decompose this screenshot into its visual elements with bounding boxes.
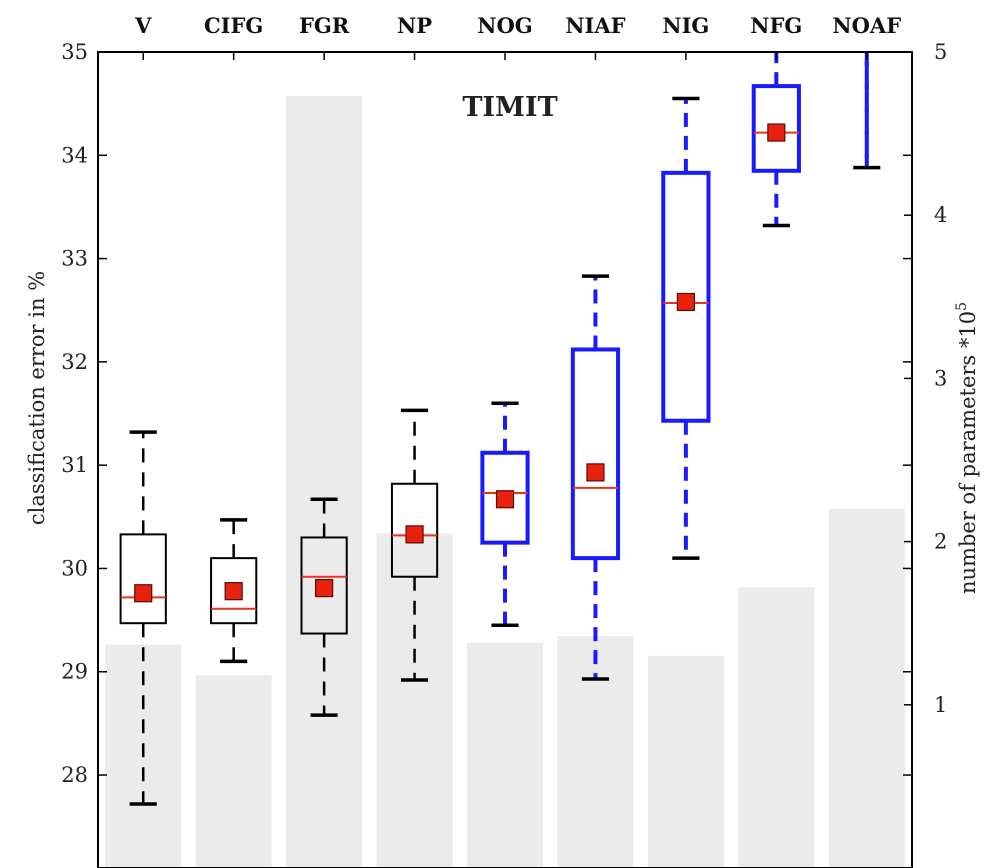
y-tick-label: 34 <box>61 143 88 167</box>
y-tick-label: 31 <box>61 453 88 477</box>
category-label: NIAF <box>565 13 625 38</box>
right-axis: 1 2 3 4 5 <box>904 40 947 717</box>
parameter-bar <box>738 587 815 868</box>
box-iqr <box>210 557 258 625</box>
y-tick-label: 30 <box>61 556 88 580</box>
y-axis-title: classification error in % <box>25 271 49 525</box>
y2-axis-title: number of parameters *105 <box>954 302 980 594</box>
mean-marker <box>676 292 695 312</box>
y2-tick-label: 5 <box>934 40 947 64</box>
chart-title: TIMIT <box>462 92 557 123</box>
y2-axis-title-base: number of parameters *10 <box>956 311 980 594</box>
box-iqr <box>300 536 348 635</box>
mean-marker <box>405 525 424 544</box>
y-tick-label: 35 <box>61 40 88 64</box>
category-label: NP <box>397 13 432 38</box>
mean-marker <box>224 582 243 601</box>
category-labels: V CIFG FGR NP NOG NIAF NIG NFG NOAF <box>134 13 901 60</box>
parameter-bar <box>557 636 634 868</box>
y-tick-label: 32 <box>61 350 88 374</box>
box-iqr <box>570 347 621 561</box>
mean-marker <box>767 123 786 142</box>
box-iqr <box>119 533 167 625</box>
y-tick-label: 28 <box>61 763 88 787</box>
left-axis: 28 29 30 31 32 33 34 35 <box>61 40 912 787</box>
category-label: FGR <box>299 13 350 38</box>
parameter-bars <box>105 96 905 868</box>
parameter-bar <box>828 508 905 868</box>
parameter-bar <box>647 655 724 868</box>
y2-tick-label: 1 <box>934 693 947 717</box>
y-tick-label: 29 <box>61 660 88 684</box>
parameter-bar <box>195 675 272 868</box>
mean-marker <box>134 584 153 603</box>
y2-axis-title-exponent: 5 <box>954 302 970 311</box>
category-label: NIG <box>662 13 709 38</box>
parameter-bar <box>467 642 543 868</box>
box-iqr <box>480 450 530 545</box>
box-iqr <box>661 170 711 423</box>
box-iqr <box>390 482 439 578</box>
y2-tick-label: 2 <box>934 530 947 554</box>
y2-tick-label: 3 <box>934 366 947 390</box>
box-iqr <box>751 84 801 173</box>
category-label: CIFG <box>204 13 263 38</box>
mean-marker <box>495 490 515 509</box>
mean-marker <box>586 463 605 482</box>
category-label: V <box>134 13 152 38</box>
category-label: NOAF <box>832 13 901 38</box>
box-plots <box>119 52 881 806</box>
parameter-bar <box>286 96 363 868</box>
mean-marker <box>315 578 334 598</box>
category-label: NFG <box>750 13 802 38</box>
y2-tick-label: 4 <box>934 203 947 227</box>
y-tick-label: 33 <box>61 247 88 271</box>
category-label: NOG <box>477 13 532 38</box>
